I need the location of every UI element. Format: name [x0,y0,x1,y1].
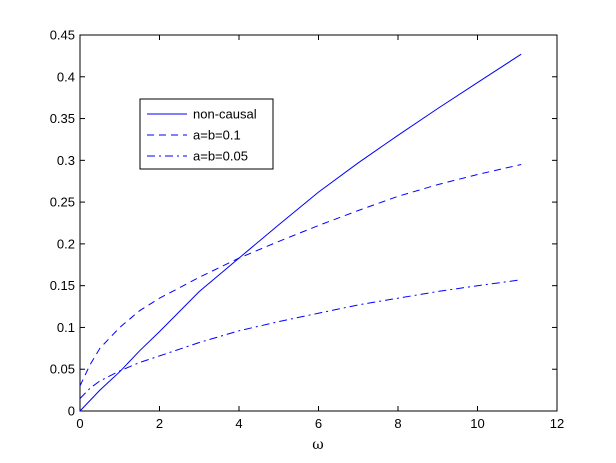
series-layer [79,53,522,412]
y-tick-label: 0.1 [57,320,75,335]
y-tick-label: 0.2 [57,236,75,251]
y-tick-label: 0.35 [50,111,75,126]
y-tick-label: 0.15 [50,278,75,293]
legend-entry: non-causal [193,107,257,122]
series-line-dashed [79,164,522,387]
y-tick-label: 0.3 [57,153,75,168]
series-line-dashdot [79,279,522,399]
y-tick-label: 0.25 [50,195,75,210]
x-tick-label: 12 [550,416,564,431]
x-tick-label: 10 [470,416,484,431]
x-axis-label: ω [312,437,323,453]
legend-box [139,98,274,170]
x-tick-label: 8 [394,416,401,431]
x-tick-label: 2 [156,416,163,431]
legend: non-causal a=b=0.1 a=b=0.05 [139,98,274,170]
x-tick-label: 0 [76,416,83,431]
y-tick-label: 0.05 [50,362,75,377]
legend-entry: a=b=0.1 [193,128,241,143]
x-axis-ticks: 0 2 4 6 8 10 12 [76,35,564,431]
y-tick-label: 0 [68,404,75,419]
series-line-solid [79,53,522,412]
x-tick-label: 4 [235,416,242,431]
y-tick-label: 0.45 [50,28,75,43]
plot-area [79,34,558,412]
x-tick-label: 6 [315,416,322,431]
y-axis-ticks: 0 0.05 0.1 0.15 0.2 0.25 0.3 0.35 0.4 0.45 [50,28,557,419]
y-tick-label: 0.4 [57,69,75,84]
legend-entry: a=b=0.05 [193,149,248,164]
